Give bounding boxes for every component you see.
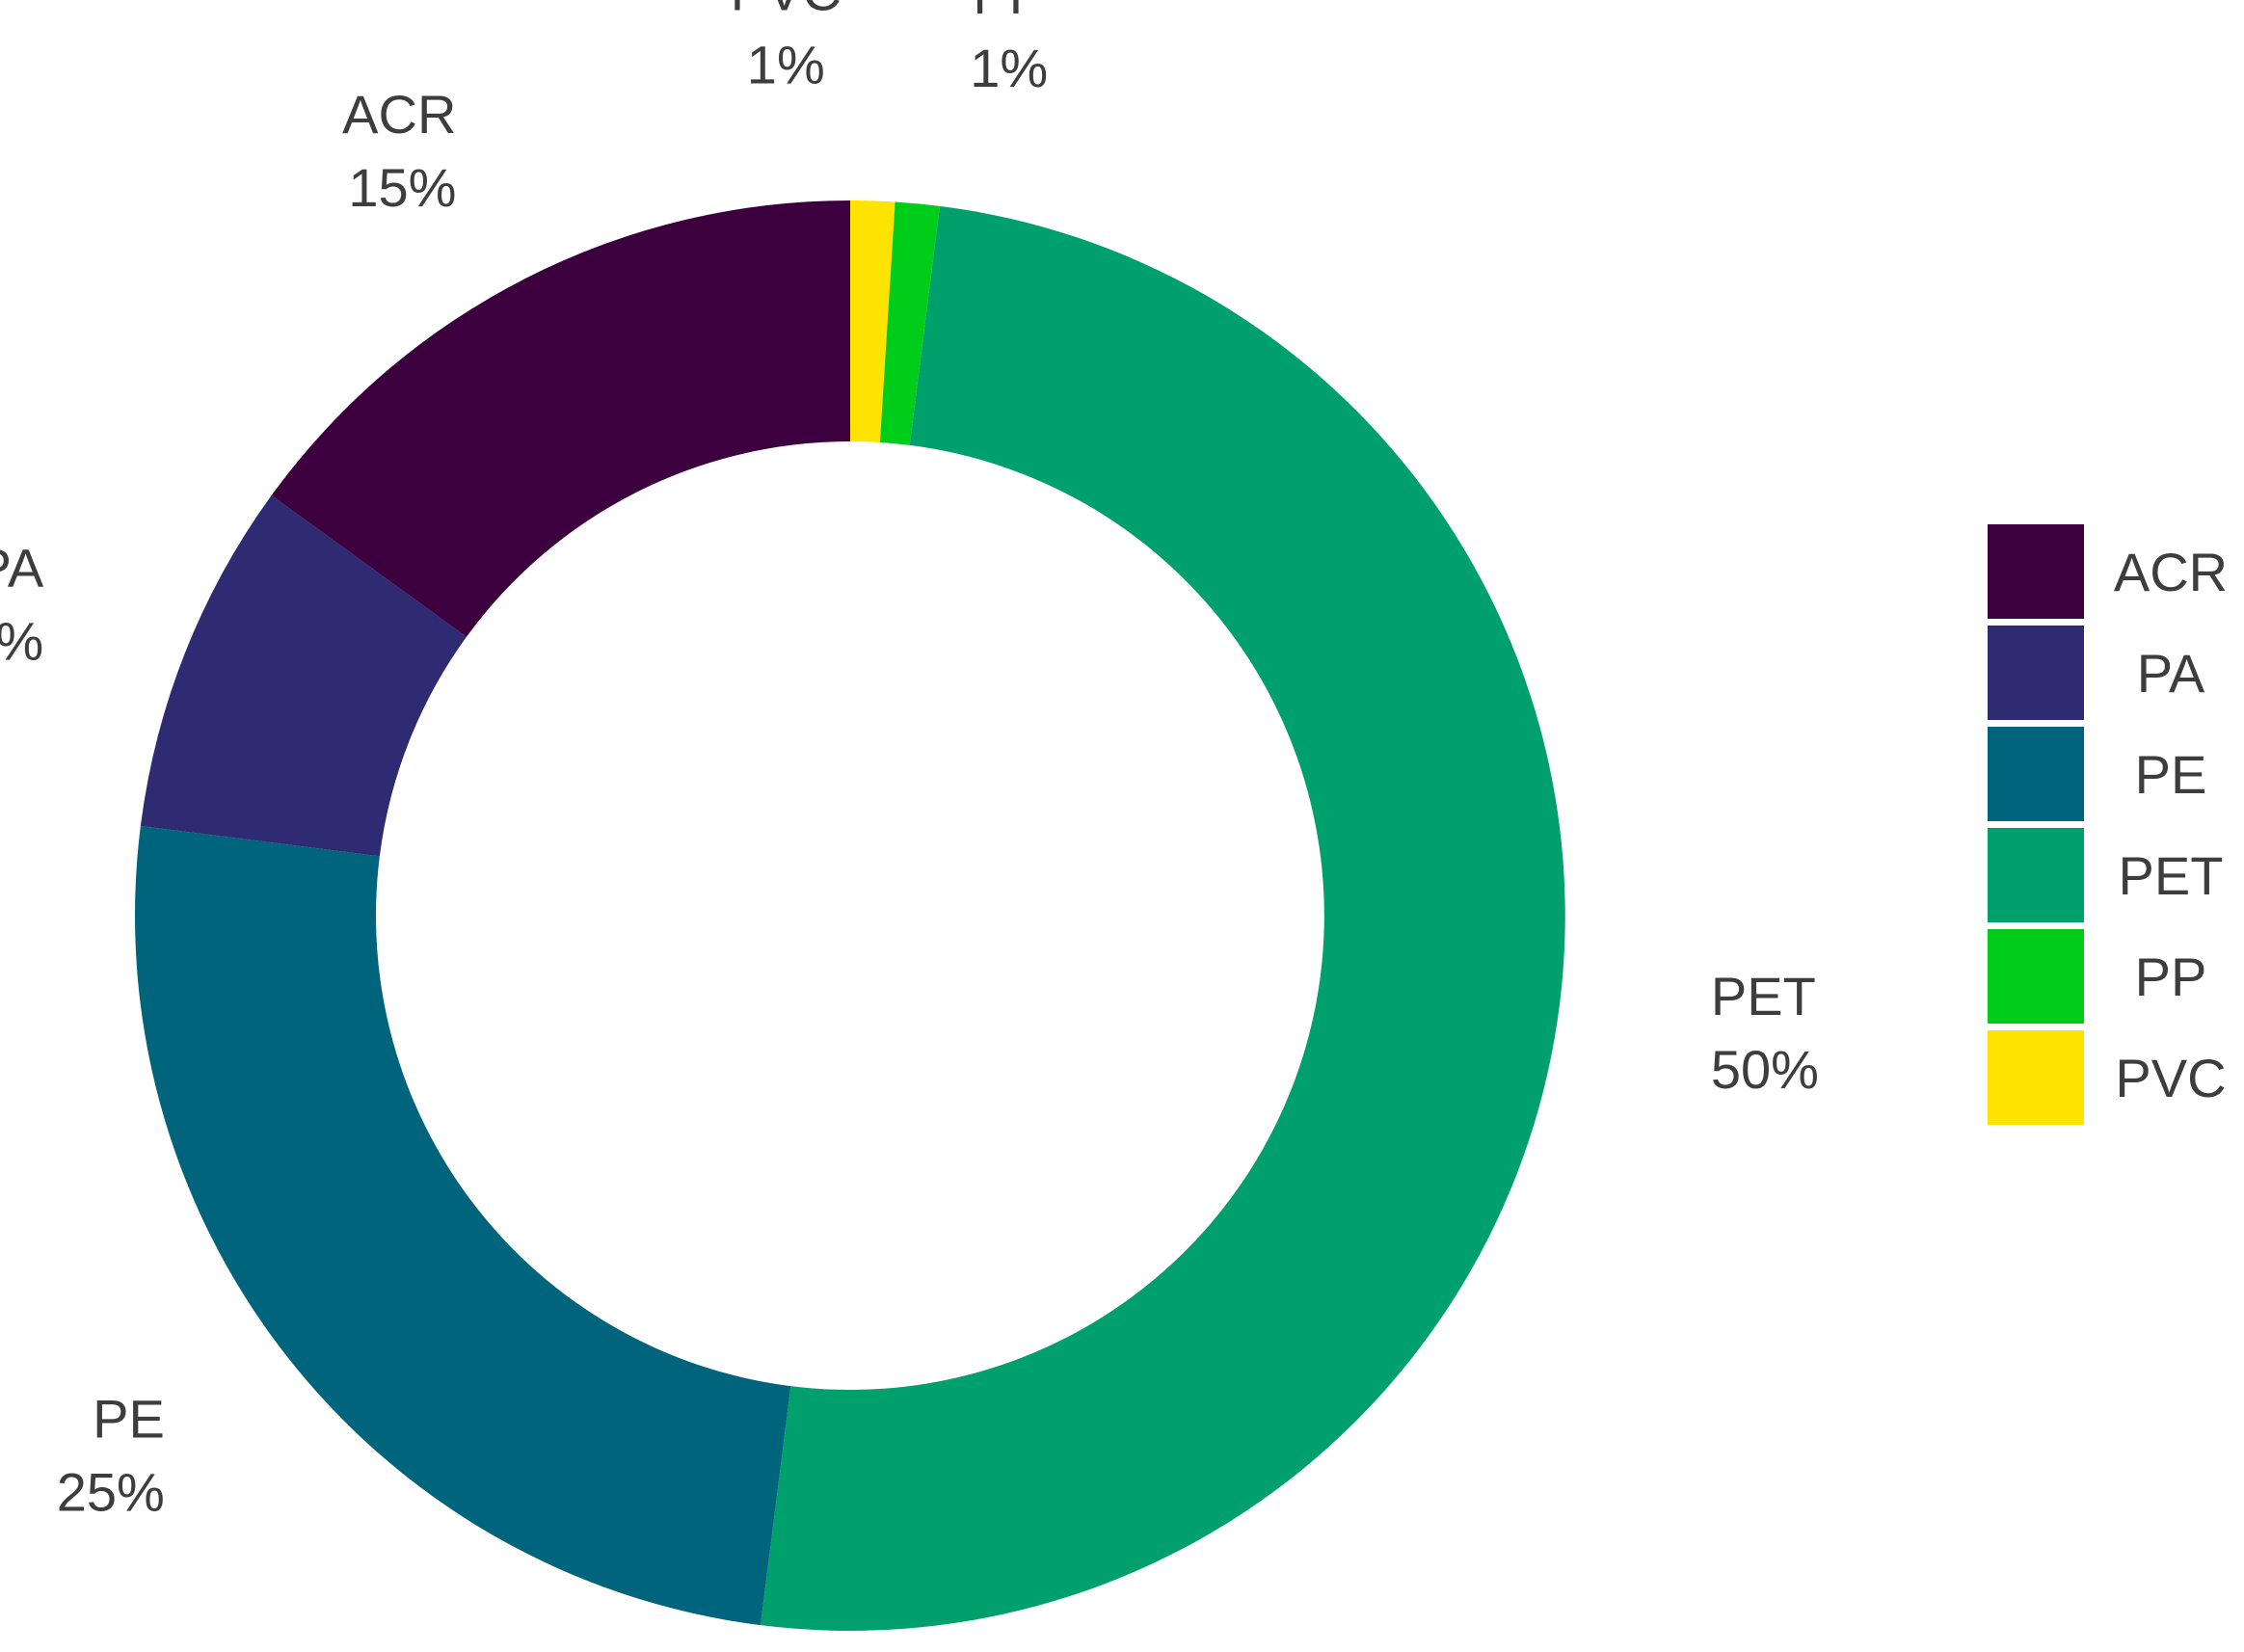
slice-pet [761,205,1565,1631]
slice-label-name: ACR [342,84,456,145]
legend-label-pvc: PVC [2115,1048,2226,1108]
legend-label-acr: ACR [2114,542,2228,602]
legend-label-pe: PE [2135,744,2207,805]
slice-acr [271,200,851,637]
slice-label-percent: 25% [57,1462,165,1523]
legend-swatch-pet [1988,828,2084,922]
legend-label-pa: PA [2137,643,2205,704]
slice-label-name: PE [93,1389,165,1450]
slice-label-pe: PE 25% [57,1389,165,1523]
legend-swatch-pp [1988,929,2084,1024]
slice-label-pvc: PVC 1% [731,0,842,94]
legend-swatch-pe [1988,727,2084,821]
legend-swatch-pa [1988,626,2084,720]
slice-pp [879,201,940,445]
slice-label-pa: PA 8% [0,538,44,672]
slice-label-pp: PP 1% [970,0,1048,98]
slice-label-percent: 1% [970,38,1048,98]
legend-label-pp: PP [2135,946,2207,1007]
slice-label-percent: 50% [1711,1039,1819,1100]
slice-label-name: PP [973,0,1045,25]
slice-pa [140,494,467,857]
slice-labels: PVC 1% PP 1% PET 50% PE 25% PA 8% ACR 15% [0,0,1819,1523]
legend: ACR PA PE PET PP PVC [1988,524,2228,1125]
slice-pvc [850,200,895,442]
slice-label-pet: PET 50% [1711,966,1819,1100]
slice-label-percent: 15% [348,157,456,218]
slice-label-percent: 1% [747,34,825,94]
slice-pe [135,826,791,1626]
legend-label-pet: PET [2119,845,2224,906]
slice-label-percent: 8% [0,611,43,672]
slice-label-name: PET [1711,966,1816,1026]
slice-label-name: PVC [731,0,842,21]
slice-label-name: PA [0,538,44,599]
slice-label-acr: ACR 15% [342,84,456,218]
donut-slices [135,200,1565,1631]
legend-swatch-acr [1988,524,2084,619]
legend-swatch-pvc [1988,1030,2084,1125]
